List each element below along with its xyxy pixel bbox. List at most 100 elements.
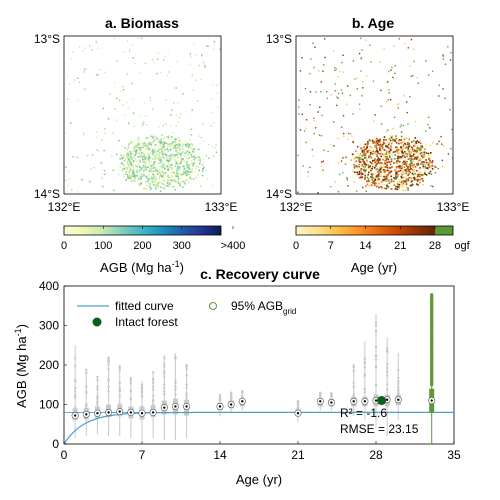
map-pixel	[405, 172, 407, 175]
outlier	[352, 369, 355, 373]
map-pixel	[429, 170, 432, 173]
legend-agb-grid-swatch	[209, 302, 217, 310]
map-pixel	[410, 155, 412, 157]
map-pixel	[318, 70, 320, 72]
map-pixel	[382, 141, 385, 143]
map-pixel	[179, 148, 181, 151]
map-pixel	[392, 138, 394, 141]
map-pixel	[142, 156, 144, 158]
outlier	[352, 385, 355, 389]
map-pixel	[333, 50, 335, 52]
map-pixel	[164, 142, 167, 144]
map-pixel	[132, 161, 135, 163]
map-pixel	[396, 173, 398, 175]
map-pixel	[133, 173, 135, 175]
map-pixel	[361, 176, 363, 178]
map-pixel	[167, 52, 169, 55]
map-pixel	[200, 78, 202, 81]
map-pixel	[132, 157, 135, 159]
map-pixel	[371, 146, 373, 149]
map-pixel	[163, 172, 165, 174]
map-pixel	[380, 173, 382, 175]
map-pixel	[172, 153, 174, 155]
map-pixel	[405, 186, 408, 188]
map-pixel	[169, 183, 172, 185]
map-pixel	[199, 162, 201, 164]
map-pixel	[175, 87, 177, 89]
map-pixel	[182, 165, 184, 167]
map-pixel	[389, 188, 392, 191]
outlier	[140, 391, 144, 395]
map-pixel	[326, 97, 329, 99]
map-pixel	[355, 160, 358, 162]
map-pixel	[356, 156, 358, 158]
map-pixel	[393, 174, 395, 176]
map-pixel	[366, 75, 368, 77]
map-pixel	[376, 152, 378, 155]
map-pixel	[297, 154, 299, 157]
map-pixel	[154, 158, 157, 160]
map-pixel	[360, 158, 362, 160]
map-pixel	[369, 172, 372, 174]
map-pixel	[141, 142, 144, 145]
map-pixel	[398, 156, 400, 158]
colorbar-tick-label: 14	[359, 240, 371, 252]
y-tick-label: 300	[39, 319, 59, 333]
panel-a-biomass-pixels	[65, 37, 221, 193]
map-pixel	[407, 141, 409, 144]
map-pixel	[174, 159, 177, 162]
map-pixel	[167, 136, 169, 139]
map-pixel	[144, 158, 146, 160]
map-pixel	[171, 109, 173, 111]
map-pixel	[167, 150, 169, 152]
map-pixel	[364, 174, 367, 177]
map-pixel	[129, 51, 131, 53]
map-pixel	[175, 181, 177, 183]
map-pixel	[403, 154, 405, 157]
map-pixel	[139, 142, 142, 144]
map-pixel	[141, 175, 144, 178]
map-pixel	[73, 156, 75, 158]
map-pixel	[167, 179, 169, 181]
map-pixel	[151, 151, 154, 153]
map-pixel	[360, 176, 362, 179]
map-pixel	[389, 171, 392, 174]
map-pixel	[404, 179, 407, 182]
map-pixel	[402, 182, 405, 185]
map-pixel	[150, 165, 153, 167]
map-pixel	[402, 166, 404, 169]
map-pixel	[198, 64, 201, 67]
map-pixel	[166, 175, 169, 178]
outlier	[129, 389, 133, 392]
map-pixel	[438, 84, 440, 86]
map-pixel	[186, 150, 189, 152]
map-pixel	[320, 81, 322, 83]
map-pixel	[215, 144, 217, 146]
map-pixel	[139, 156, 141, 159]
map-pixel	[129, 174, 131, 177]
map-pixel	[371, 152, 374, 155]
map-pixel	[414, 174, 417, 176]
map-pixel	[377, 160, 379, 162]
outlier	[185, 392, 188, 395]
map-pixel	[388, 70, 390, 73]
map-pixel	[177, 182, 180, 185]
map-pixel	[124, 157, 127, 160]
map-pixel	[342, 54, 344, 56]
map-pixel	[362, 160, 365, 163]
map-pixel	[392, 137, 394, 140]
map-pixel	[175, 160, 178, 163]
map-pixel	[369, 146, 371, 149]
map-pixel	[335, 104, 338, 107]
map-pixel	[128, 49, 131, 51]
map-pixel	[70, 122, 72, 124]
map-pixel	[182, 158, 184, 160]
map-pixel	[149, 183, 151, 185]
map-pixel	[342, 157, 344, 159]
map-pixel	[148, 159, 150, 162]
map-pixel	[367, 164, 369, 166]
colorbar-tick-label: 7	[328, 240, 334, 252]
outlier	[397, 376, 400, 380]
map-pixel	[167, 183, 170, 186]
map-pixel	[442, 55, 444, 57]
